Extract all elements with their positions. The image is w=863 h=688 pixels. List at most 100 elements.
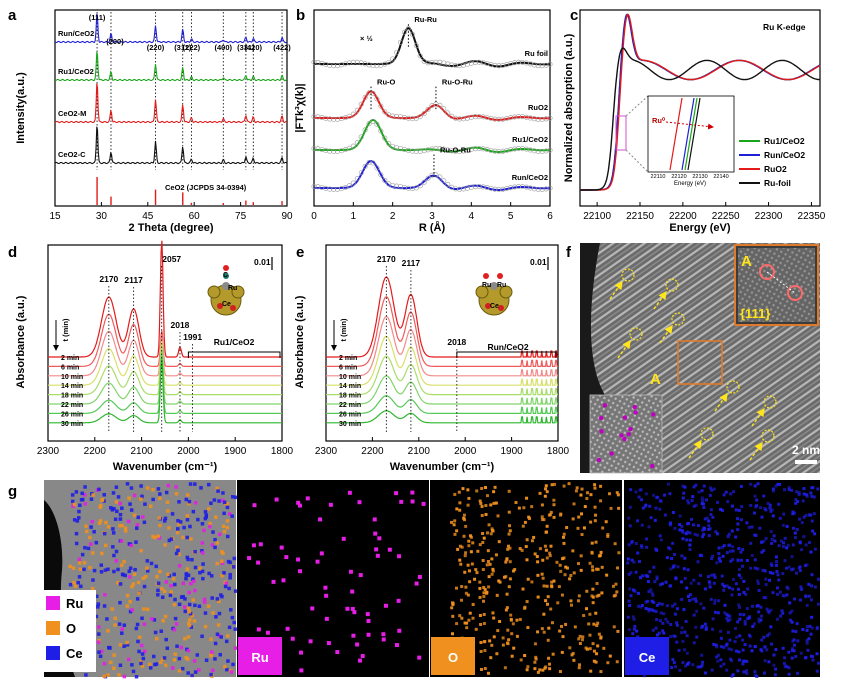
eds-overlay-pixel	[117, 673, 121, 677]
eds-o-pixel	[468, 611, 472, 615]
eds-ce-pixel	[760, 649, 764, 653]
legend-label: Ru1/CeO2	[764, 136, 805, 146]
eds-o-pixel	[557, 585, 561, 589]
eds-ce-pixel	[757, 588, 761, 592]
eds-overlay-pixel	[188, 524, 192, 529]
eds-ce-pixel	[759, 618, 763, 622]
eds-overlay-pixel	[225, 505, 230, 510]
exafs-fit-point	[460, 186, 466, 192]
eds-overlay-pixel	[90, 587, 95, 591]
single-atom-arrow	[609, 280, 623, 300]
eds-overlay-pixel	[102, 661, 107, 666]
eds-overlay-pixel	[185, 555, 190, 560]
eds-overlay-pixel	[181, 581, 186, 586]
drifts-ru1-xlabel: Wavenumber (cm⁻¹)	[113, 461, 218, 473]
overlay-inset	[589, 394, 663, 474]
eds-ce-pixel	[680, 529, 684, 533]
exafs-fit-point	[488, 185, 494, 191]
eds-o-pixel	[474, 568, 478, 572]
exafs-fit-point	[413, 43, 419, 49]
eds-overlay-pixel	[97, 521, 102, 525]
eds-ce-pixel	[734, 508, 738, 512]
exafs-fit-point	[327, 148, 333, 154]
eds-ce-pixel	[797, 492, 801, 496]
eds-overlay-pixel	[200, 634, 204, 639]
eds-o-pixel	[530, 505, 534, 509]
eds-ce-pixel	[708, 527, 712, 531]
eds-ce-pixel	[762, 645, 766, 649]
eds-overlay-pixel	[186, 649, 191, 653]
eds-ce-pixel	[793, 531, 797, 535]
exafs-fit-point	[535, 63, 541, 69]
exafs-fit-point	[492, 148, 498, 154]
eds-o-pixel	[490, 527, 494, 531]
eds-o-pixel	[592, 659, 596, 663]
eds-overlay-pixel	[182, 525, 186, 530]
eds-ce-pixel	[669, 567, 673, 571]
eds-overlay-pixel	[217, 499, 221, 503]
eds-overlay-pixel	[78, 567, 83, 572]
eds-ce-pixel	[703, 517, 707, 521]
eds-overlay-pixel	[201, 576, 205, 581]
eds-overlay-pixel	[92, 568, 97, 573]
xanes-ylabel: Normalized absorption (a.u.)	[563, 33, 575, 182]
eds-ce-pixel	[739, 576, 743, 580]
eds-ce-pixel	[769, 625, 773, 629]
model-label: Ru	[228, 285, 237, 292]
eds-o-pixel	[521, 524, 525, 528]
eds-ce-pixel	[745, 669, 749, 673]
eds-o-pixel	[519, 658, 523, 662]
exafs-fit-point	[523, 184, 529, 190]
eds-overlay-pixel	[126, 519, 131, 524]
exafs-fit-point	[500, 63, 506, 69]
eds-ru-pixel	[335, 650, 340, 655]
exafs-fit-point	[335, 148, 341, 154]
exafs-annotation: Ru-Ru	[414, 15, 437, 24]
eds-ce-pixel	[626, 615, 630, 619]
exafs-fit-point	[472, 184, 478, 190]
eds-ce-pixel	[768, 503, 772, 507]
eds-ce-pixel	[798, 568, 802, 572]
eds-ce-pixel	[805, 603, 809, 607]
eds-ce-pixel	[764, 583, 768, 587]
eds-o-pixel	[541, 558, 545, 562]
eds-ru-pixel	[357, 500, 362, 505]
eds-ce-pixel	[730, 674, 734, 678]
eds-o-pixel	[541, 576, 545, 580]
eds-overlay-pixel	[118, 523, 122, 528]
eds-overlay-pixel	[123, 573, 128, 578]
eds-ce-pixel	[632, 627, 636, 631]
eds-ce-pixel	[771, 514, 775, 518]
eds-o-pixel	[484, 513, 488, 517]
eds-ru-pixel	[252, 503, 257, 508]
xanes-tick-label: 22300	[755, 211, 783, 222]
eds-ce-pixel	[802, 535, 806, 539]
eds-overlay-pixel	[208, 524, 212, 529]
eds-overlay-pixel	[215, 597, 220, 601]
model-label: Ce	[490, 303, 499, 310]
ru-site-dot	[596, 457, 602, 463]
eds-o-pixel	[542, 630, 546, 634]
eds-ru-pixel	[328, 502, 333, 507]
model-label: Ru	[497, 282, 506, 289]
eds-o-pixel	[545, 584, 549, 588]
eds-ce-pixel	[749, 482, 753, 486]
eds-ce-pixel	[672, 661, 676, 665]
eds-ce-pixel	[716, 611, 720, 615]
eds-overlay-pixel	[91, 578, 95, 582]
eds-o-pixel	[526, 626, 530, 630]
eds-ce-pixel	[753, 670, 757, 674]
eds-o-pixel	[484, 504, 488, 508]
eds-ce-pixel	[691, 663, 695, 667]
eds-overlay-pixel	[98, 505, 103, 509]
eds-overlay-pixel	[163, 614, 168, 619]
exafs-fit-point	[319, 184, 325, 190]
eds-ce-pixel	[795, 527, 799, 531]
eds-overlay-pixel	[157, 516, 162, 520]
eds-ce-pixel	[705, 516, 709, 520]
eds-o-pixel	[467, 618, 471, 622]
eds-ce-pixel	[647, 609, 651, 613]
eds-ce-pixel	[653, 580, 657, 584]
eds-ce-pixel	[627, 543, 631, 547]
drifts-tick-label: 1900	[224, 446, 247, 457]
